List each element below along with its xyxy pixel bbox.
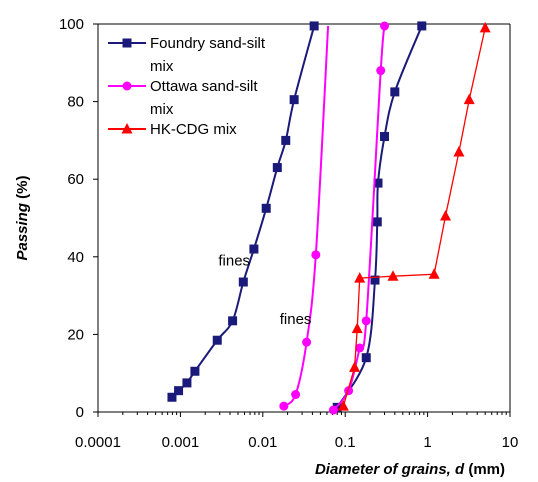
x-tick-label: 1 [423,434,431,451]
y-tick-label: 80 [67,94,84,111]
series-layer [167,21,491,415]
y-tick-label: 60 [67,171,84,188]
legend: Foundry sand-silt mix Ottawa sand-silt mix H… [108,35,266,138]
y-axis-title: Passing (%) [14,175,31,260]
annotation-fines: fines [280,311,312,328]
foundry-point [380,132,390,142]
y-tick-label: 100 [59,16,84,33]
foundry-point [390,87,400,97]
foundry-point [281,135,291,145]
legend-label-line2: mix [150,101,174,118]
x-tick-label: 0.0001 [75,434,121,451]
foundry-point [417,21,427,31]
foundry-point [167,392,177,402]
x-tick-label: 0.1 [335,434,356,451]
legend-swatch-marker [122,81,132,91]
foundry-point [174,386,184,396]
x-axis-title-main: Diameter of grains, d [315,461,465,478]
hkcdg-line [342,27,486,407]
foundry-point [373,178,383,188]
x-axis-title-unit: (mm) [464,461,505,478]
y-axis-title-unit: (%) [14,175,31,203]
legend-swatch-marker [121,123,133,134]
ottawa-point [355,343,365,353]
hkcdg-point [351,322,363,334]
ottawa-line [283,25,330,408]
hkcdg-point [453,146,465,157]
ottawa-point [380,21,390,31]
ottawa-point [376,66,386,76]
legend-label-line2: mix [150,58,174,75]
hkcdg-point [387,270,399,281]
legend-label: Ottawa sand-silt [150,78,258,95]
ottawa-point [311,250,321,260]
x-tick-label: 0.01 [248,434,277,451]
foundry-point [370,275,380,285]
foundry-point [238,277,248,287]
labels-layer: 0 20 40 60 80 100 0.0001 0.001 0.01 0.1 1 10 Passing… [14,16,518,478]
foundry-point [190,366,200,376]
hkcdg-point [428,268,440,279]
foundry-point [212,335,222,345]
y-axis-title-main: Passing [14,203,31,261]
foundry-point [361,353,371,363]
y-tick-label: 40 [67,249,84,266]
x-axis-title: Diameter of grains, d (mm) [315,461,505,478]
x-tick-label: 10 [502,434,519,451]
y-tick-label: 0 [76,404,84,421]
hkcdg-point [440,210,452,221]
annotation-fines: fines [218,253,250,270]
hkcdg-point [337,400,349,411]
ottawa-point [279,401,289,411]
ottawa-point [344,386,354,396]
y-tick-label: 20 [67,326,84,343]
axes-layer [93,23,511,417]
legend-swatch-marker [122,38,132,48]
hkcdg-point [479,21,491,33]
ottawa-point [361,316,371,326]
foundry-point [228,316,238,326]
foundry-point [249,244,259,254]
ottawa-point [302,337,312,347]
hkcdg-point [463,93,475,105]
hkcdg-point [349,361,361,372]
foundry-point [261,203,271,213]
x-tick-label: 0.001 [162,434,200,451]
hkcdg-point [354,272,366,283]
legend-label: Foundry sand-silt [150,35,266,52]
foundry-point [182,378,192,388]
legend-label: HK-CDG mix [150,121,237,138]
ottawa-point [328,405,338,415]
foundry-point [309,21,319,31]
foundry-point [372,217,382,227]
ottawa-point [291,390,301,400]
foundry-point [272,163,282,173]
foundry-point [289,95,299,105]
